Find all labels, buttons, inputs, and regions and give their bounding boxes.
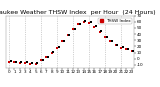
Point: [20, 62, 23, 63]
Legend: THSW Index: THSW Index: [98, 18, 132, 24]
Point: [132, 50, 135, 51]
Point: [89, 22, 92, 23]
Point: [57, 46, 60, 48]
Point: [84, 21, 87, 22]
Point: [56, 47, 58, 48]
Point: [111, 40, 113, 41]
Point: [31, 62, 33, 64]
Point: [29, 63, 32, 64]
Point: [13, 62, 16, 63]
Point: [9, 60, 12, 62]
Point: [73, 28, 76, 29]
Title: Milwaukee Weather THSW Index  per Hour  (24 Hours): Milwaukee Weather THSW Index per Hour (2…: [0, 10, 156, 15]
Point: [82, 21, 85, 23]
Point: [68, 34, 71, 35]
Point: [34, 63, 37, 64]
Point: [100, 30, 103, 32]
Point: [88, 22, 90, 24]
Point: [79, 23, 81, 24]
Point: [25, 62, 28, 63]
Point: [77, 24, 80, 25]
Point: [52, 51, 55, 53]
Point: [72, 28, 74, 30]
Point: [114, 44, 117, 46]
Point: [95, 25, 97, 27]
Point: [45, 57, 48, 58]
Point: [127, 48, 129, 50]
Point: [116, 44, 119, 45]
Point: [47, 56, 49, 58]
Point: [121, 46, 124, 48]
Point: [98, 31, 101, 32]
Point: [8, 61, 10, 62]
Point: [105, 36, 108, 37]
Point: [18, 62, 21, 64]
Point: [109, 41, 112, 42]
Point: [15, 61, 17, 62]
Point: [125, 49, 128, 50]
Point: [104, 36, 106, 38]
Point: [50, 52, 53, 53]
Point: [120, 47, 122, 48]
Point: [24, 62, 26, 64]
Point: [130, 51, 133, 52]
Point: [36, 62, 39, 64]
Point: [93, 26, 96, 27]
Point: [63, 40, 65, 41]
Point: [61, 41, 64, 42]
Point: [40, 60, 42, 61]
Point: [41, 59, 44, 61]
Point: [66, 35, 69, 36]
